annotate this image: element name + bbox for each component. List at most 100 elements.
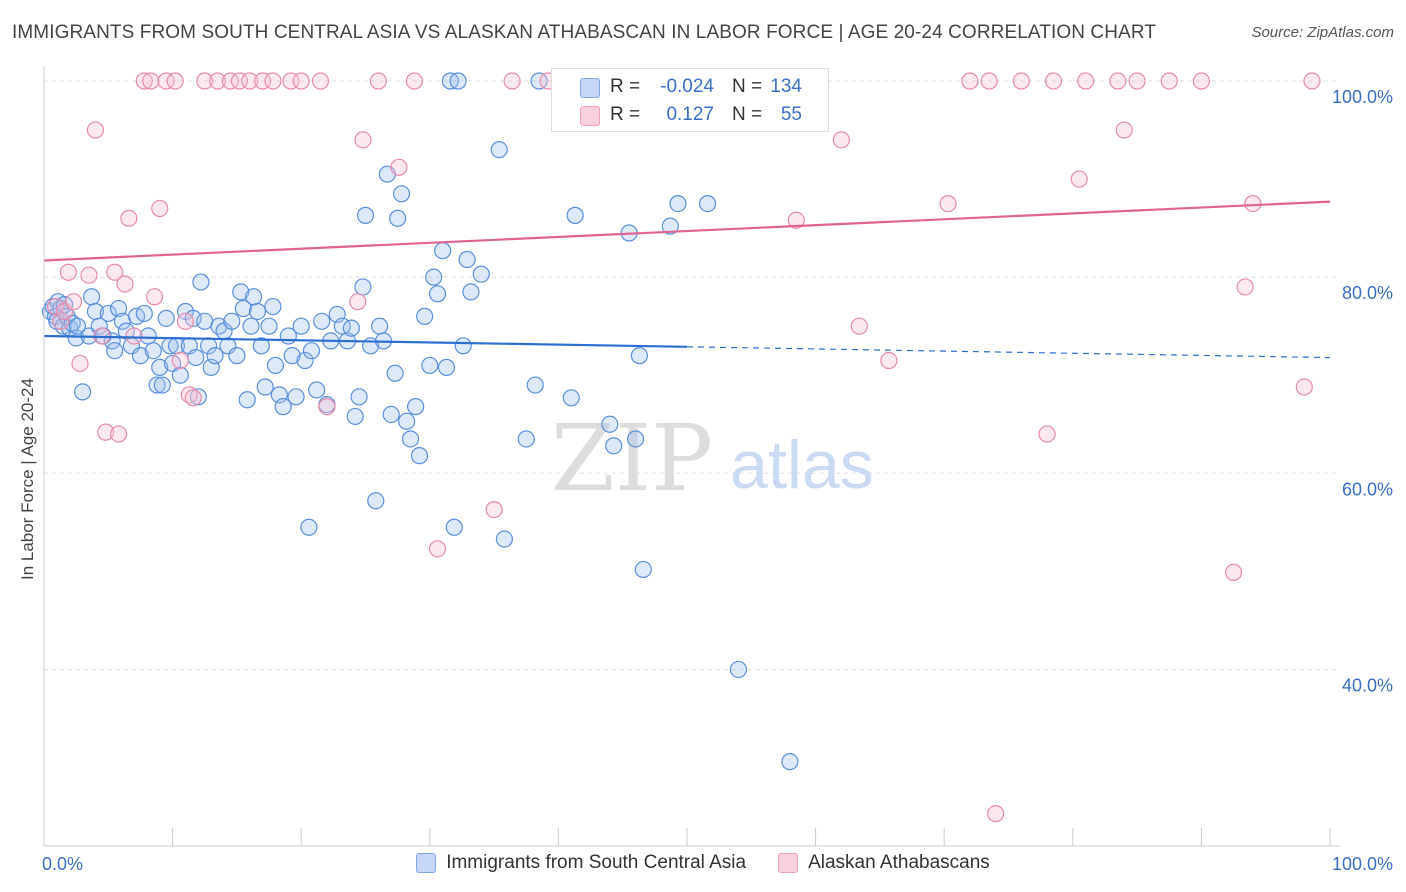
legend-r-value: 0.127 [666, 104, 714, 125]
data-point-athabascan [196, 72, 214, 90]
data-point-immigrants [157, 309, 175, 327]
data-point-athabascan [318, 398, 336, 416]
series-immigrants-points [41, 72, 799, 771]
data-point-athabascan [176, 312, 195, 330]
data-point-athabascan [1038, 425, 1056, 443]
data-point-athabascan [987, 805, 1005, 823]
data-point-athabascan [369, 72, 387, 90]
data-point-immigrants [206, 347, 224, 365]
source-label: Source: ZipAtlas.com [1251, 24, 1394, 41]
data-point-immigrants [228, 347, 246, 365]
data-point-immigrants [238, 391, 256, 409]
data-point-immigrants [68, 317, 87, 335]
data-point-athabascan [135, 72, 153, 90]
data-point-immigrants [342, 319, 360, 337]
legend-item-athabascan[interactable]: Alaskan Athabascans [778, 852, 990, 874]
axes [43, 66, 1340, 847]
data-point-athabascan [1044, 72, 1063, 90]
data-point-immigrants [530, 72, 548, 90]
data-point-immigrants [346, 407, 364, 426]
y-tick-label: 40.0% [1342, 675, 1393, 695]
data-point-athabascan [52, 312, 70, 330]
data-point-immigrants [234, 299, 252, 318]
data-point-athabascan [1236, 278, 1254, 296]
data-point-immigrants [371, 317, 389, 335]
data-point-immigrants [630, 347, 649, 365]
watermark-atlas: atlas [730, 427, 874, 503]
data-point-athabascan [1160, 72, 1178, 90]
data-point-immigrants [260, 317, 278, 335]
data-point-immigrants [526, 376, 544, 394]
data-point-athabascan [145, 288, 164, 306]
data-point-immigrants [425, 268, 443, 286]
data-point-immigrants [382, 405, 400, 424]
data-point-athabascan [142, 72, 160, 90]
data-point-athabascan [311, 72, 330, 90]
data-point-athabascan [157, 72, 175, 90]
data-point-immigrants [389, 209, 407, 227]
data-point-immigrants [223, 312, 241, 330]
data-point-athabascan [109, 425, 128, 443]
data-point-immigrants [626, 430, 645, 448]
data-point-immigrants [386, 364, 404, 382]
data-point-immigrants [73, 383, 92, 401]
legend-n-value: 134 [770, 76, 802, 97]
data-point-immigrants [99, 304, 117, 323]
x-tick-label-max: 100.0% [1332, 854, 1393, 874]
data-point-immigrants [410, 447, 429, 465]
data-point-immigrants [462, 283, 480, 301]
data-point-athabascan [264, 72, 282, 90]
data-point-athabascan [961, 72, 979, 90]
data-point-immigrants [407, 398, 425, 416]
data-point-immigrants [356, 206, 375, 224]
data-point-immigrants [252, 337, 270, 355]
data-point-immigrants [495, 530, 513, 548]
data-point-immigrants [517, 430, 535, 448]
data-point-athabascan [880, 351, 898, 370]
data-point-immigrants [350, 388, 368, 406]
data-point-athabascan [1295, 378, 1313, 396]
legend-swatch-pink [580, 106, 600, 126]
data-point-athabascan [116, 275, 134, 293]
legend-row-athabascan: R = 0.127 N = 55 [552, 101, 828, 129]
data-point-athabascan [151, 199, 169, 218]
data-point-immigrants [392, 185, 411, 203]
data-point-immigrants [458, 250, 476, 269]
x-tick-label-min: 0.0% [42, 854, 83, 874]
data-point-immigrants [454, 337, 472, 355]
watermark-zip: ZIP [551, 405, 713, 512]
data-point-immigrants [266, 356, 285, 375]
data-point-athabascan [850, 317, 868, 335]
legend-n-label: N = [732, 104, 763, 125]
data-point-immigrants [472, 265, 490, 283]
data-point-athabascan [1077, 72, 1095, 90]
legend-row-immigrants: R = -0.024 N = 134 [552, 73, 828, 101]
legend-item-immigrants[interactable]: Immigrants from South Central Asia [416, 852, 746, 874]
y-tick-label: 100.0% [1332, 87, 1393, 107]
data-point-athabascan [485, 500, 503, 519]
legend-swatch-blue [416, 853, 437, 873]
data-point-immigrants [131, 347, 150, 365]
correlation-legend: R = -0.024 N = 134 R = 0.127 N = 55 [551, 68, 829, 132]
data-point-athabascan [787, 211, 805, 229]
data-point-athabascan [980, 72, 998, 90]
data-point-immigrants [287, 388, 305, 406]
legend-n-label: N = [732, 76, 763, 97]
y-axis-title: In Labor Force | Age 20-24 [18, 378, 37, 580]
data-point-immigrants [148, 376, 166, 394]
data-point-athabascan [1070, 170, 1088, 188]
series-athabascan-points [46, 72, 1321, 823]
data-point-athabascan [1244, 194, 1262, 213]
data-point-athabascan [832, 131, 850, 149]
data-point-immigrants [151, 358, 169, 376]
data-point-athabascan [405, 72, 423, 90]
data-point-immigrants [300, 518, 318, 536]
data-point-immigrants [367, 492, 385, 510]
data-point-athabascan [292, 72, 310, 90]
data-point-athabascan [1128, 72, 1146, 90]
legend-r-label: R = [610, 104, 641, 125]
data-point-immigrants [601, 415, 619, 433]
data-point-immigrants [245, 288, 263, 306]
data-point-immigrants [566, 206, 584, 224]
